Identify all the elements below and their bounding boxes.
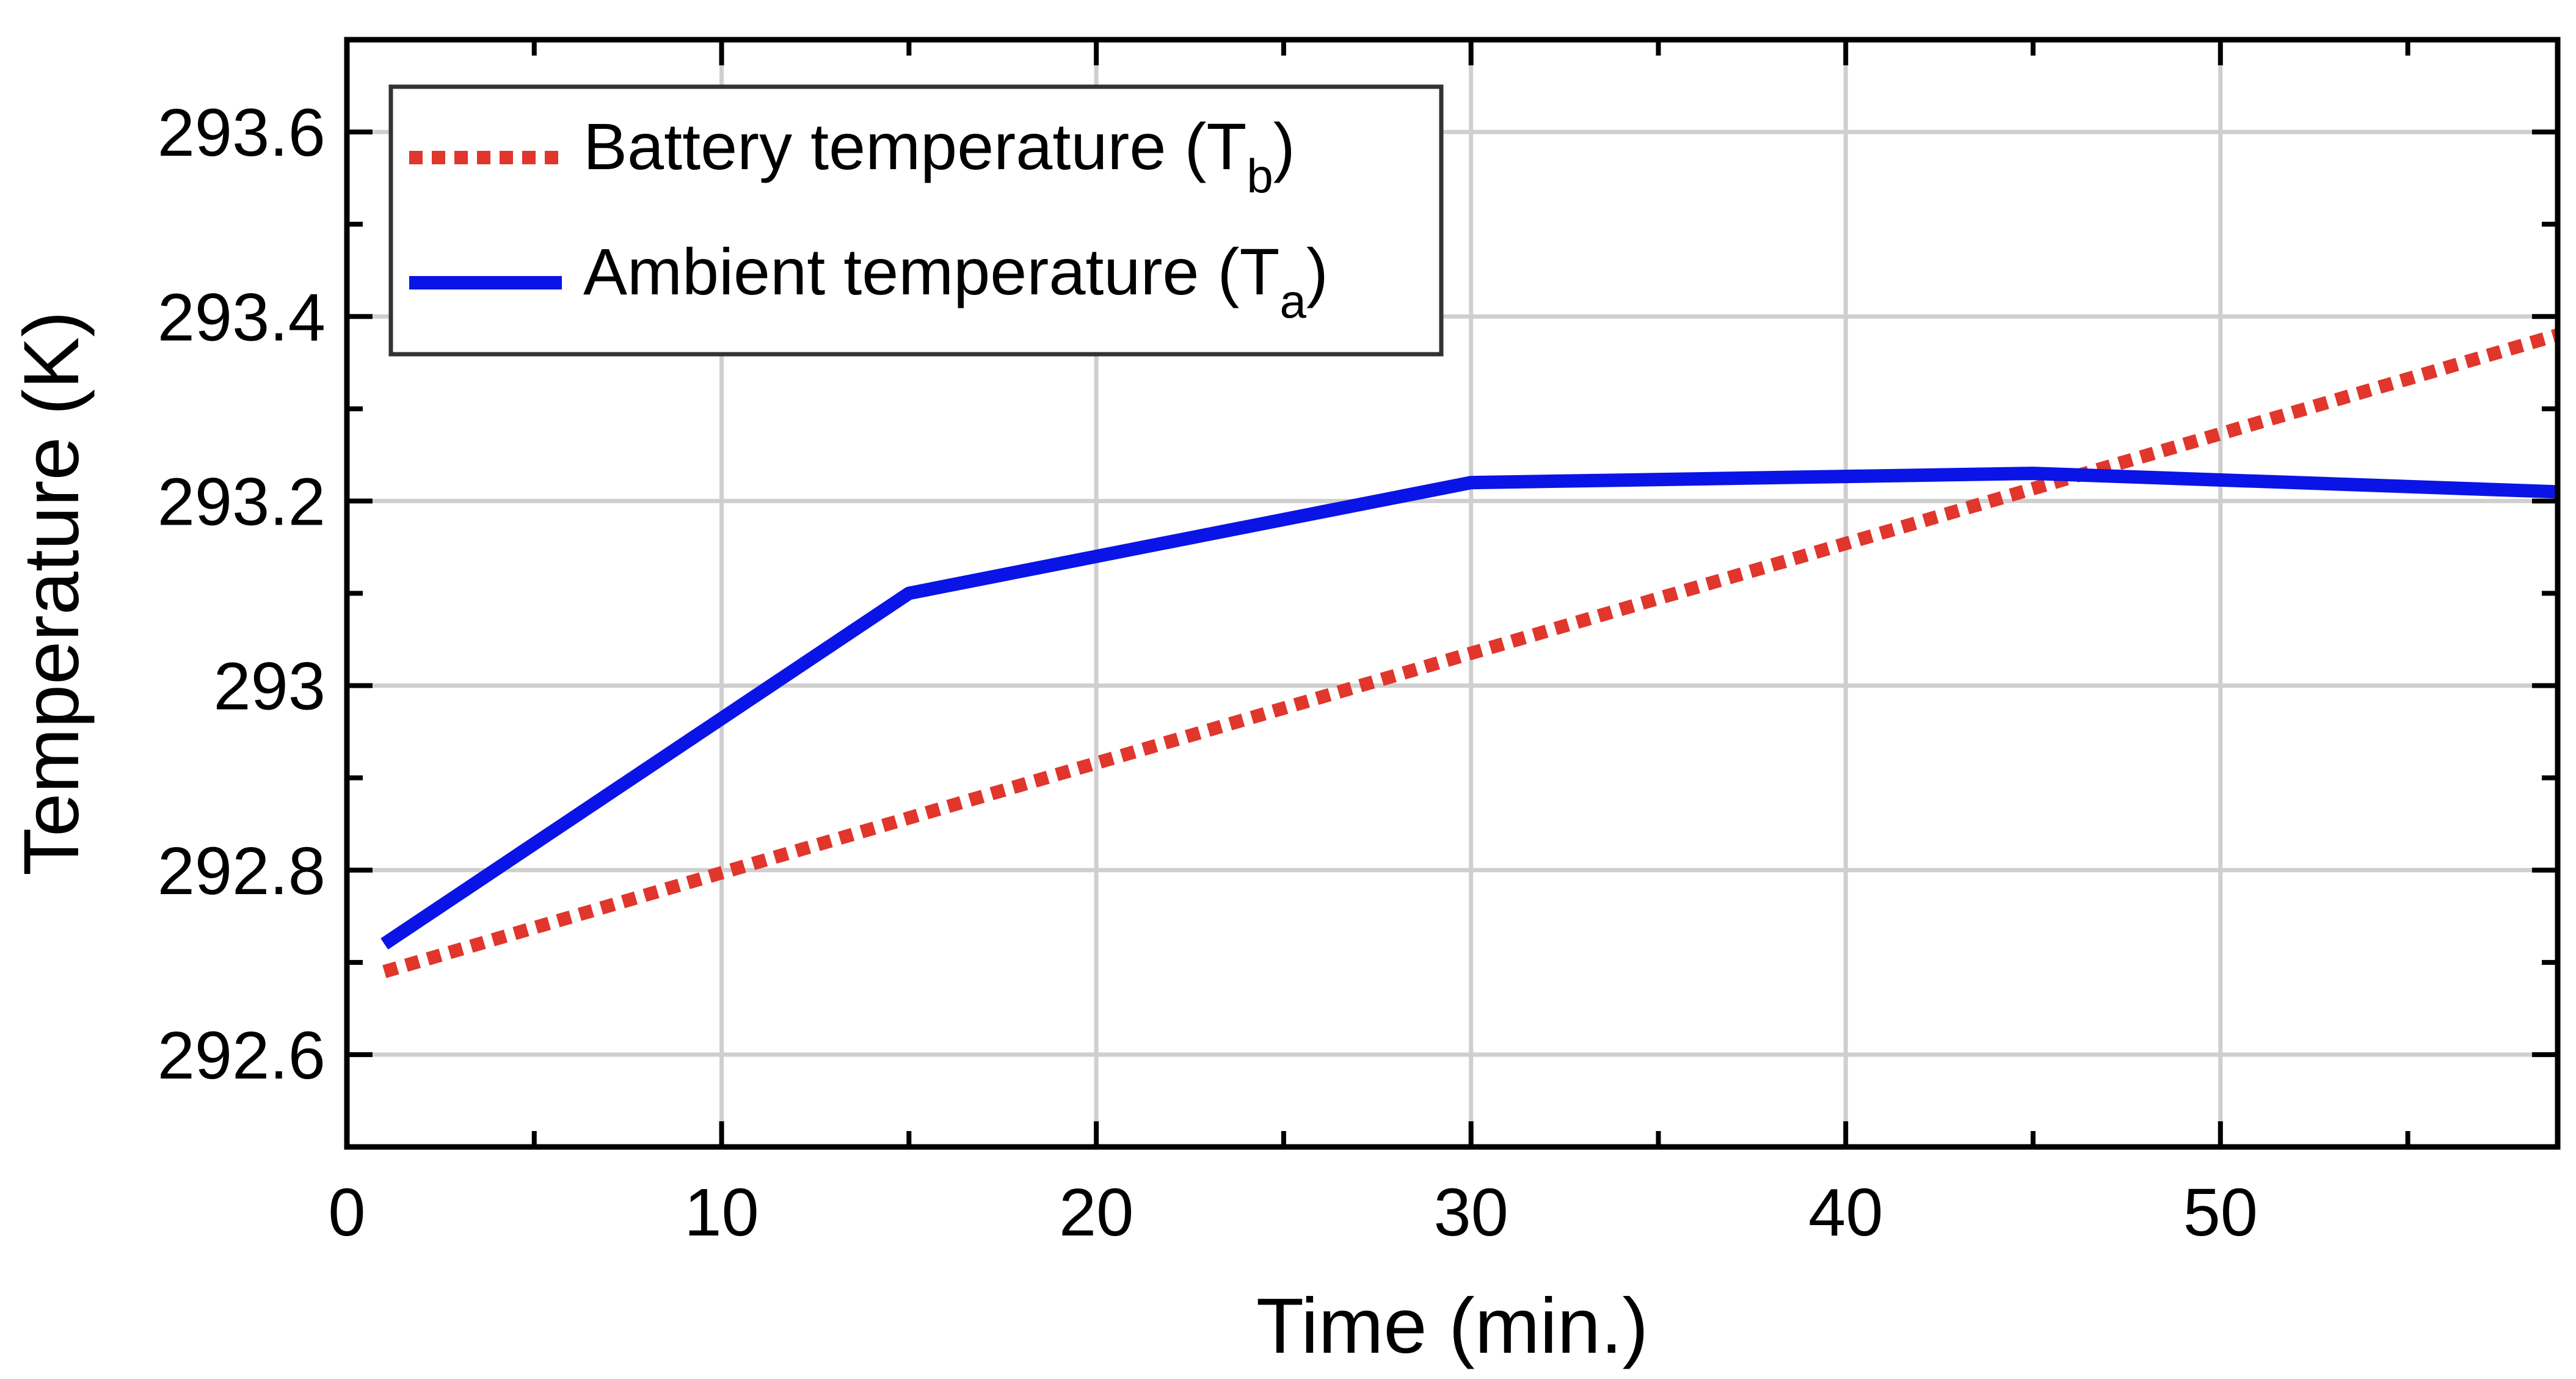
x-axis-title: Time (min.) [1256, 1283, 1648, 1370]
legend-label-battery: Battery temperature (Tb) [583, 109, 1295, 203]
plot-lines [380, 328, 2560, 978]
legend-label-ambient: Ambient temperature (Ta) [583, 235, 1328, 328]
y-tick-labels: 292.6 292.8 293 293.2 293.4 293.6 [158, 95, 326, 1093]
legend-label-ambient-main: Ambient temperature (T [583, 235, 1279, 308]
y-axis-title: Temperature (K) [8, 311, 95, 876]
y-tick-label: 293.6 [158, 95, 326, 170]
series-line-battery [382, 328, 2560, 978]
x-tick-label: 10 [684, 1175, 759, 1250]
y-tick-label: 293.2 [158, 464, 326, 539]
y-tick-label: 292.8 [158, 834, 326, 909]
grid [347, 40, 2558, 1147]
x-tick-label: 40 [1808, 1175, 1883, 1250]
x-tick-label: 20 [1059, 1175, 1133, 1250]
legend-label-ambient-close: ) [1306, 235, 1328, 308]
legend-label-battery-sub: b [1246, 149, 1273, 203]
legend: Battery temperature (Tb) Ambient tempera… [388, 84, 1444, 357]
legend-box [388, 84, 1444, 357]
y-tick-label: 293 [213, 649, 326, 724]
legend-label-ambient-sub: a [1279, 274, 1306, 328]
x-tick-label: 30 [1433, 1175, 1508, 1250]
x-tick-label: 50 [2183, 1175, 2258, 1250]
x-tick-labels: 0 10 20 30 40 50 [328, 1175, 2258, 1250]
axis-ticks [347, 37, 2558, 1147]
legend-label-battery-close: ) [1273, 109, 1295, 183]
legend-label-battery-main: Battery temperature (T [583, 109, 1246, 183]
y-tick-label: 293.4 [158, 280, 326, 355]
x-tick-label: 0 [328, 1175, 365, 1250]
series-line-ambient [380, 467, 2558, 950]
y-tick-label: 292.6 [158, 1018, 326, 1093]
